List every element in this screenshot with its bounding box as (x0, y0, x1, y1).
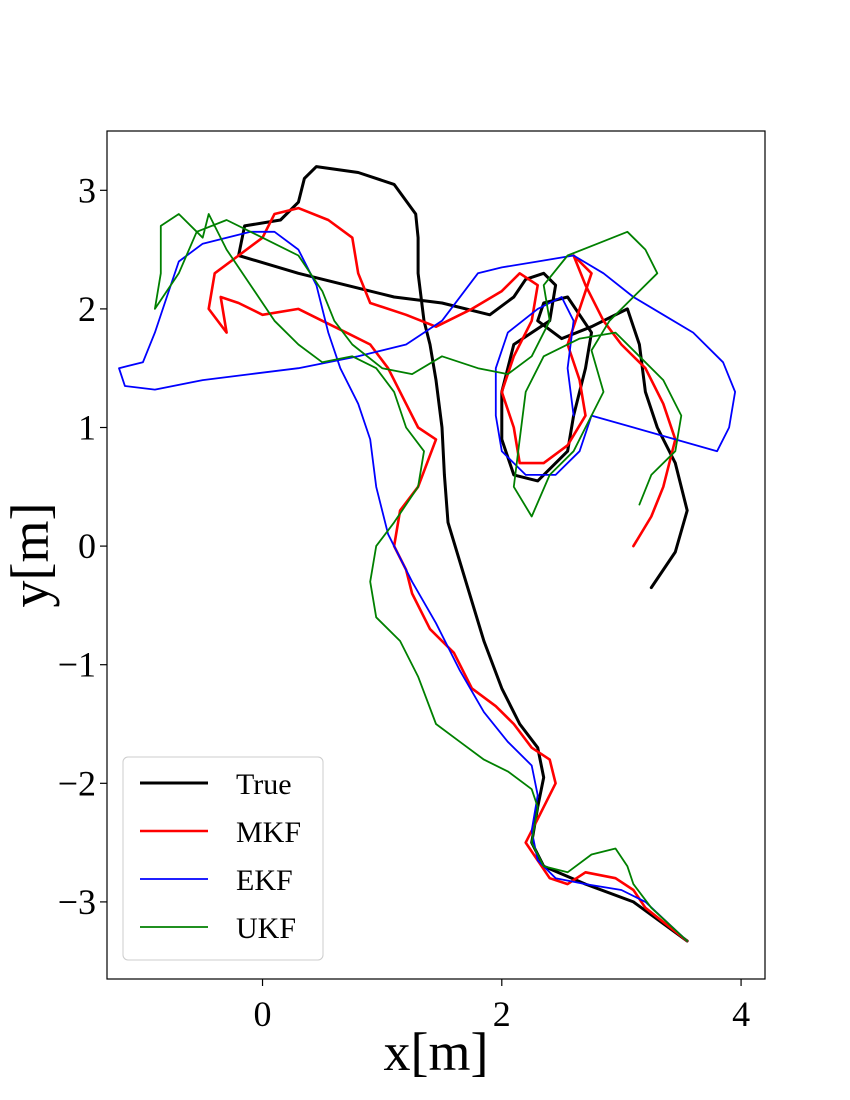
y-tick-label: 1 (78, 408, 96, 448)
series-line-true (237, 165, 689, 943)
y-tick-label: −2 (58, 763, 96, 803)
legend: True MKF EKF UKF (122, 756, 324, 961)
axis-ticks: 0 2 4 3 2 1 0 −1 −2 −3 (58, 170, 750, 1034)
y-tick-label: 3 (78, 170, 96, 210)
legend-label-ekf: EKF (236, 864, 293, 897)
series-layer (118, 165, 736, 943)
legend-label-mkf: MKF (236, 816, 301, 849)
y-tick-label: 0 (78, 526, 96, 566)
x-tick-label: 0 (254, 994, 272, 1034)
legend-label-ukf: UKF (236, 912, 296, 945)
series-line-ukf (154, 213, 689, 942)
y-axis-label: y[m] (0, 503, 60, 608)
y-tick-label: 2 (78, 289, 96, 329)
x-axis-label: x[m] (384, 1022, 489, 1082)
series-line-ekf (118, 230, 736, 942)
x-tick-label: 2 (493, 994, 511, 1034)
legend-label-true: True (236, 768, 292, 801)
y-tick-label: −3 (58, 882, 96, 922)
legend-box (122, 756, 324, 961)
y-tick-label: −1 (58, 645, 96, 685)
plot-area-frame (106, 130, 766, 980)
x-tick-label: 4 (732, 994, 750, 1034)
